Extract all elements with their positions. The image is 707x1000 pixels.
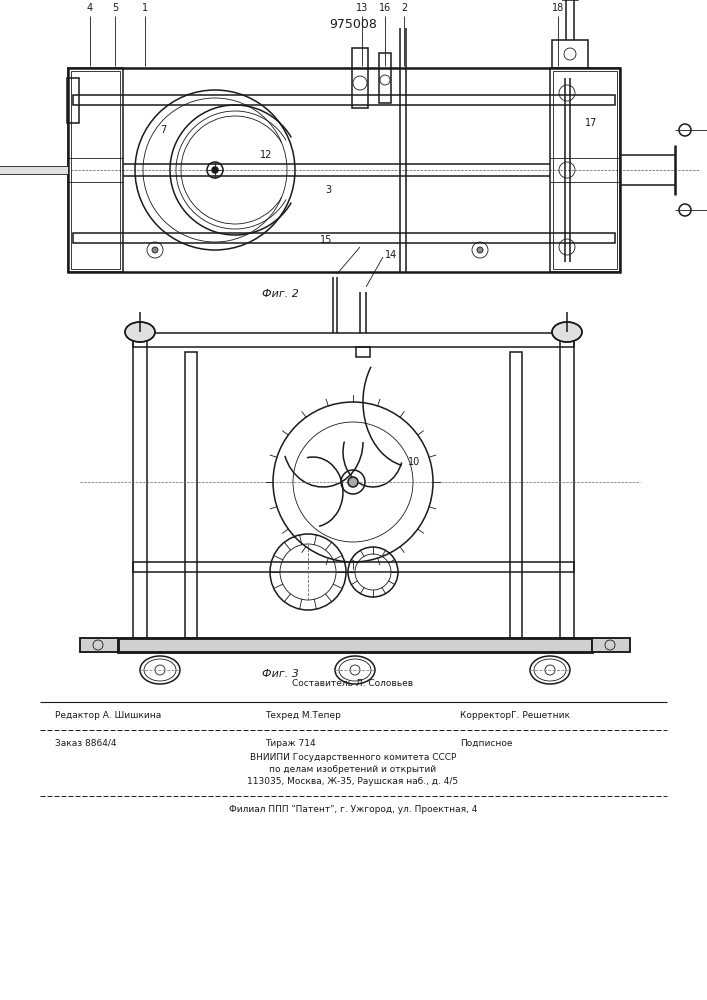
- Bar: [550, 68, 620, 272]
- Text: Тираж 714: Тираж 714: [265, 738, 315, 748]
- Text: 15: 15: [320, 235, 332, 245]
- Bar: [73, 95, 615, 105]
- Text: по делам изобретений и открытий: по делам изобретений и открытий: [269, 766, 436, 774]
- Bar: [592, 638, 630, 652]
- Bar: [510, 352, 522, 638]
- Bar: [352, 48, 368, 108]
- Text: Заказ 8864/4: Заказ 8864/4: [55, 738, 117, 748]
- Circle shape: [348, 477, 358, 487]
- Circle shape: [212, 167, 218, 173]
- Text: Филиал ППП "Патент", г. Ужгород, ул. Проектная, 4: Филиал ППП "Патент", г. Ужгород, ул. Про…: [229, 806, 477, 814]
- Text: Редактор А. Шишкина: Редактор А. Шишкина: [55, 710, 161, 720]
- Text: 13: 13: [356, 3, 368, 13]
- Ellipse shape: [125, 322, 155, 342]
- Text: Фиг. 3: Фиг. 3: [262, 669, 298, 679]
- Bar: [71, 71, 120, 269]
- Text: 5: 5: [112, 3, 118, 13]
- Text: 18: 18: [552, 3, 564, 13]
- Text: 975008: 975008: [329, 18, 377, 31]
- Bar: [68, 68, 620, 272]
- Ellipse shape: [552, 322, 582, 342]
- Text: 2: 2: [401, 3, 407, 13]
- Text: 1: 1: [142, 3, 148, 13]
- Text: Составитель Л. Соловьев: Составитель Л. Соловьев: [293, 680, 414, 688]
- Bar: [379, 53, 391, 103]
- Text: Подписное: Подписное: [460, 738, 513, 748]
- Bar: [67, 78, 79, 123]
- Text: 17: 17: [585, 118, 597, 128]
- Text: 12: 12: [260, 150, 272, 160]
- Bar: [80, 638, 118, 652]
- Bar: [133, 332, 147, 638]
- Bar: [356, 347, 370, 357]
- Bar: [185, 352, 197, 638]
- Bar: [73, 233, 615, 243]
- Bar: [80, 638, 118, 652]
- Bar: [133, 333, 574, 347]
- Circle shape: [477, 247, 483, 253]
- Text: 113035, Москва, Ж-35, Раушская наб., д. 4/5: 113035, Москва, Ж-35, Раушская наб., д. …: [247, 778, 459, 786]
- Bar: [553, 71, 617, 269]
- Text: 7: 7: [160, 125, 166, 135]
- Bar: [118, 638, 592, 652]
- Text: КорректорГ. Решетник: КорректорГ. Решетник: [460, 710, 570, 720]
- Bar: [552, 40, 588, 68]
- Text: 3: 3: [325, 185, 331, 195]
- Bar: [0, 166, 68, 174]
- Bar: [592, 638, 630, 652]
- Bar: [133, 562, 574, 572]
- Bar: [118, 638, 592, 652]
- Bar: [560, 332, 574, 638]
- Text: Фиг. 2: Фиг. 2: [262, 289, 298, 299]
- Text: 14: 14: [385, 250, 397, 260]
- Text: Техред М.Тепер: Техред М.Тепер: [265, 710, 341, 720]
- Bar: [68, 68, 123, 272]
- Text: 16: 16: [379, 3, 391, 13]
- Circle shape: [152, 247, 158, 253]
- Text: 4: 4: [87, 3, 93, 13]
- Text: ВНИИПИ Государственного комитета СССР: ВНИИПИ Государственного комитета СССР: [250, 754, 456, 762]
- Text: 10: 10: [408, 457, 420, 467]
